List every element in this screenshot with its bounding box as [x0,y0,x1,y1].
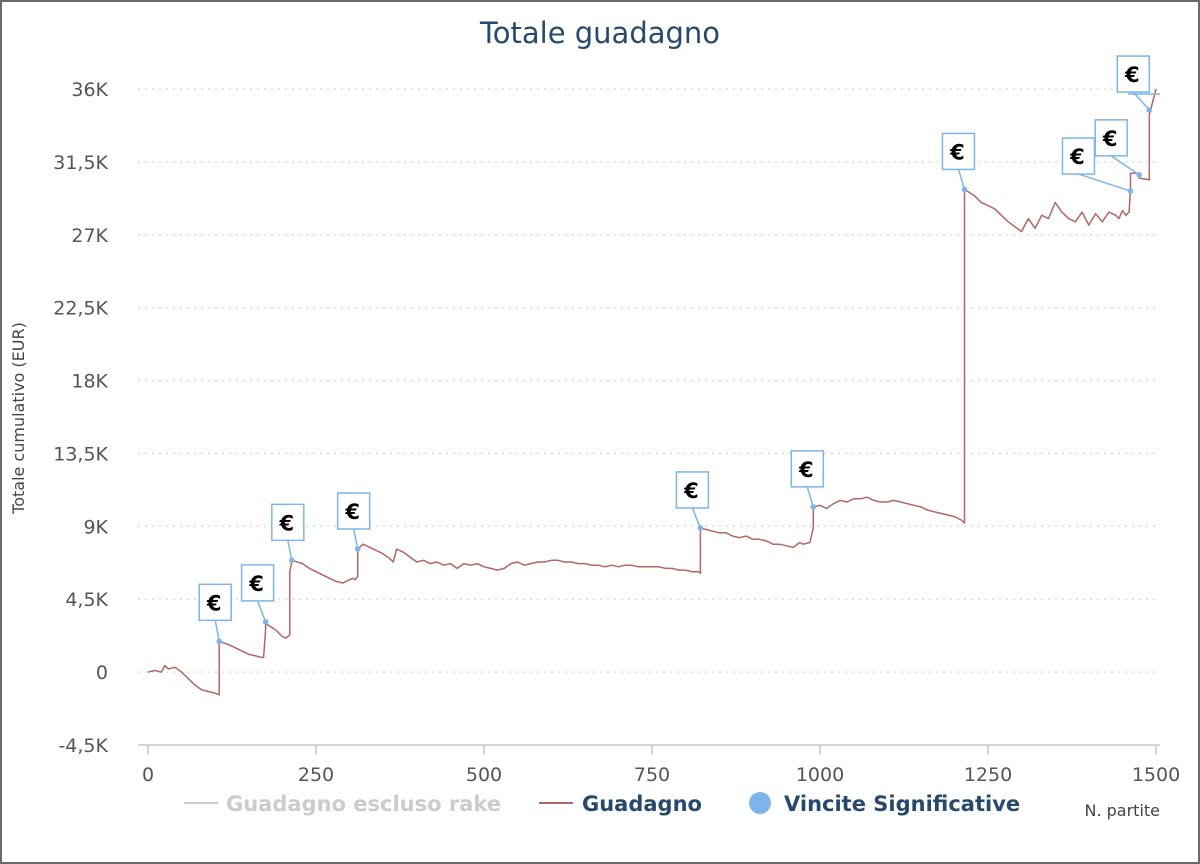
flag-label: € [1102,127,1118,151]
significant-win-point [961,186,968,193]
flag-box [1061,137,1096,175]
y-axis-ticks: -4,5K 0 4,5K 9K 13,5K 18K 22,5K 27K 31,5K 36K [53,79,108,757]
significant-win-flag: € [790,450,825,510]
flag-stem [1132,91,1150,111]
significant-win-flag: € [1116,55,1153,113]
significant-win-point [697,525,704,531]
significant-win-point [216,638,223,645]
flag-label: € [949,140,965,164]
x-axis-label: N. partite [1084,801,1160,820]
legend: Guadagno escluso rake Guadagno Vincite Sig… [184,792,1020,816]
flag-stem [1110,155,1140,176]
flag-label: € [683,479,699,503]
flag-box [271,503,305,542]
flag-box [1094,119,1128,157]
flag-label: € [1124,63,1140,87]
x-tick-label: 750 [634,764,670,786]
y-tick-label: 31,5K [53,152,108,174]
significant-win-point [1136,172,1142,178]
chart-title: Totale guadagno [479,16,720,50]
significant-win-point [354,546,361,552]
flag-label: € [206,591,222,615]
legend-item-label: Vincite Significative [784,792,1020,816]
significant-win-point [1127,188,1134,194]
flag-stem [256,600,267,623]
flag-box [240,564,275,602]
legend-symbol-circle [749,792,771,814]
y-tick-label: 36K [71,79,108,101]
flag-label: € [344,500,360,524]
significant-win-flag: € [1094,119,1142,178]
guadagno-line [147,88,1157,696]
flag-label: € [248,572,264,596]
flag-box [198,583,232,622]
legend-item-label: Guadagno escluso rake [226,792,501,816]
y-tick-label: 27K [71,225,108,247]
x-tick-label: 250 [298,764,334,786]
x-tick-label: 500 [466,764,502,786]
significant-win-flag: € [336,492,371,552]
x-tick-label: 1000 [796,764,844,786]
significant-win-flag: € [198,583,232,645]
x-axis: 0 250 500 750 1000 1250 1500 [138,744,1180,786]
flag-stem [806,486,814,508]
y-tick-label: -4,5K [58,735,108,757]
flag-box [790,450,825,488]
y-tick-label: 22,5K [53,298,108,320]
flag-stem [957,169,966,190]
flag-stem [287,540,293,561]
flag-stem [691,507,702,529]
significant-win-point [1146,107,1153,113]
grid [138,88,1160,673]
flag-label: € [798,458,814,482]
flag-stem [1078,173,1131,192]
series-layer [147,88,1157,696]
flag-box [336,492,371,530]
x-tick-label: 0 [142,764,154,786]
flags-layer: € € € € € € € € € € [198,55,1160,645]
y-tick-label: 18K [71,371,108,393]
y-tick-label: 4,5K [65,589,108,611]
significant-win-flag: € [1061,137,1134,194]
significant-win-flag: € [675,471,710,531]
y-axis-label: Totale cumulativo (EUR) [9,322,28,515]
x-tick-label: 1250 [964,764,1012,786]
significant-win-point [289,557,295,564]
flag-label: € [1069,145,1085,169]
flag-box [1116,55,1151,93]
y-tick-label: 13,5K [53,443,108,465]
significant-win-flag: € [941,132,976,193]
y-tick-label: 9K [83,516,108,538]
significant-win-flag: € [240,564,275,625]
flag-box [941,132,976,171]
significant-win-flag: € [271,503,305,564]
x-tick-label: 1500 [1132,764,1180,786]
flag-stem [214,620,220,642]
significant-win-point [810,504,817,510]
flag-box [675,471,710,509]
flag-stem [352,528,359,550]
y-tick-label: 0 [96,662,108,684]
significant-win-point [262,619,269,625]
flag-label: € [278,511,294,535]
legend-item-label: Guadagno [582,792,702,816]
